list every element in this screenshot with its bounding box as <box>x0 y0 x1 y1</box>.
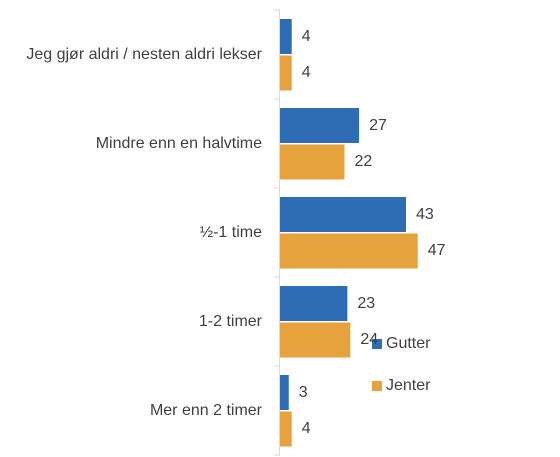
bar <box>280 286 348 321</box>
value-label: 4 <box>302 64 311 82</box>
bar <box>280 197 406 232</box>
legend-swatch <box>372 381 382 391</box>
value-label: 4 <box>302 28 311 46</box>
legend-label-text: Gutter <box>386 335 431 352</box>
value-label-text: 43 <box>415 205 434 223</box>
category-label: ½-1 time <box>200 222 262 244</box>
legend-swatch <box>372 339 382 349</box>
value-label-text: 47 <box>427 242 446 259</box>
bar <box>280 55 292 91</box>
category-label: Jeg gjør aldri / nesten aldri lekser <box>26 44 262 66</box>
value-label: 43 <box>416 206 434 224</box>
legend-label: Gutter <box>386 335 430 353</box>
category-label: Mer enn 2 timer <box>150 400 262 422</box>
value-label: 24 <box>360 331 378 349</box>
value-label: 47 <box>428 242 446 260</box>
value-label: 4 <box>302 420 311 438</box>
category-label-text: ½-1 time <box>199 223 262 241</box>
bar <box>280 411 292 447</box>
value-label: 22 <box>354 153 372 171</box>
value-label: 27 <box>369 117 387 135</box>
value-label-text: 3 <box>298 383 308 401</box>
category-label-text: 1-2 timer <box>198 312 262 330</box>
bar <box>280 322 351 358</box>
bar <box>280 108 360 143</box>
bar <box>280 233 418 269</box>
bar <box>280 144 345 180</box>
category-label: 1-2 timer <box>199 311 262 333</box>
value-label: 23 <box>357 295 375 313</box>
value-label: 3 <box>299 384 308 402</box>
value-label-text: 23 <box>357 294 376 312</box>
value-label-text: 27 <box>369 116 387 134</box>
category-label-text: Mindre enn en halvtime <box>95 134 262 152</box>
value-label-text: 4 <box>301 64 311 81</box>
category-label: Mindre enn en halvtime <box>96 133 262 155</box>
legend-label-text: Jenter <box>386 377 431 394</box>
value-label-text: 4 <box>301 27 311 45</box>
value-label-text: 24 <box>360 331 379 348</box>
bar <box>280 375 289 410</box>
legend-label: Jenter <box>386 377 430 395</box>
value-label-text: 22 <box>354 153 373 170</box>
value-label-text: 4 <box>301 420 311 437</box>
category-label-text: Mer enn 2 timer <box>149 401 262 419</box>
category-label-text: Jeg gjør aldri / nesten aldri lekser <box>26 45 262 63</box>
bar <box>280 19 292 54</box>
